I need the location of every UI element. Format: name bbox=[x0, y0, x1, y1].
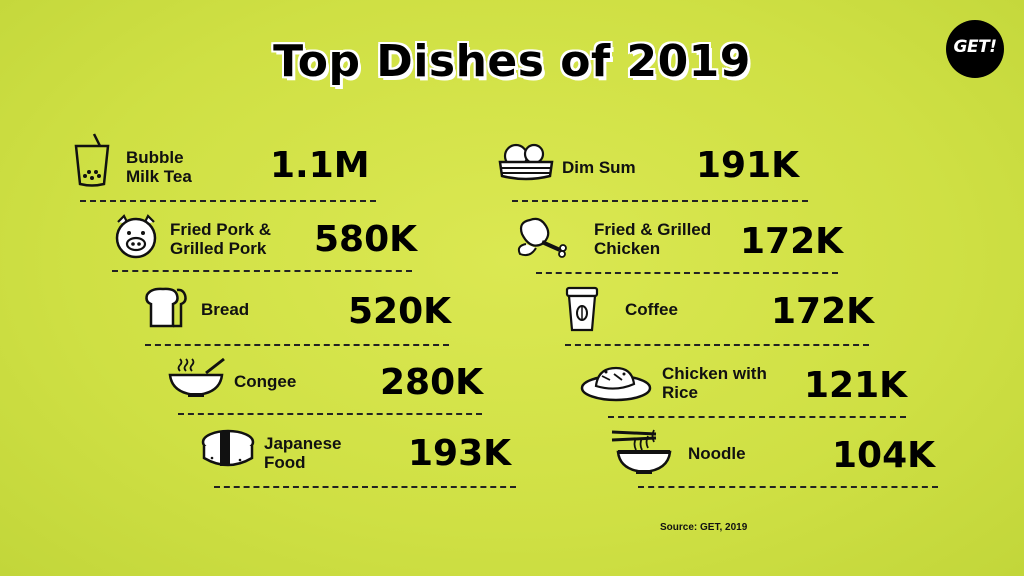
dish-value: 172K bbox=[771, 291, 875, 332]
dotted-divider bbox=[178, 413, 482, 415]
dish-label-line2: Grilled Pork bbox=[170, 239, 267, 258]
dish-item: Congee 280K bbox=[168, 355, 508, 425]
bread-icon bbox=[145, 286, 195, 336]
dish-label-line1: Japanese bbox=[264, 434, 342, 453]
get-logo: GET! bbox=[946, 20, 1004, 78]
dotted-divider bbox=[145, 344, 449, 346]
dish-item: Bubble Milk Tea 1.1M bbox=[72, 132, 412, 202]
dish-label-line1: Dim Sum bbox=[562, 158, 636, 177]
dish-value: 191K bbox=[696, 145, 800, 186]
dish-value: 104K bbox=[832, 435, 936, 476]
dish-value: 121K bbox=[804, 365, 908, 406]
dish-label-line1: Bread bbox=[201, 300, 250, 319]
dish-label-line1: Bubble bbox=[126, 148, 184, 167]
dotted-divider bbox=[112, 270, 412, 272]
dish-item: Noodle 104K bbox=[610, 424, 950, 494]
chicken-drumstick-icon bbox=[516, 214, 567, 264]
dish-item: Dim Sum 191K bbox=[498, 140, 838, 210]
dish-value: 172K bbox=[740, 221, 844, 262]
dish-label-line2: Food bbox=[264, 453, 306, 472]
bubble-tea-icon bbox=[72, 132, 122, 187]
dotted-divider bbox=[80, 200, 376, 202]
dish-item: Japanese Food 193K bbox=[200, 428, 540, 498]
source-note: Source: GET, 2019 bbox=[660, 522, 748, 533]
dotted-divider bbox=[512, 200, 808, 202]
dish-item: Fried Pork & Grilled Pork 580K bbox=[112, 212, 452, 282]
dish-value: 193K bbox=[408, 433, 512, 474]
dotted-divider bbox=[608, 416, 906, 418]
sushi-icon bbox=[200, 428, 255, 478]
dish-item: Bread 520K bbox=[145, 286, 485, 356]
coffee-cup-icon bbox=[565, 286, 615, 336]
dish-label-line2: Milk Tea bbox=[126, 167, 192, 186]
page-title: Top Dishes of 2019 bbox=[273, 36, 751, 87]
dish-value: 580K bbox=[314, 219, 418, 260]
pig-icon bbox=[112, 212, 162, 262]
dotted-divider bbox=[214, 486, 516, 488]
dish-item: Fried & Grilled Chicken 172K bbox=[516, 214, 856, 284]
noodle-bowl-icon bbox=[610, 424, 672, 474]
dish-label-line1: Fried & Grilled bbox=[594, 220, 712, 239]
dotted-divider bbox=[565, 344, 869, 346]
dish-value: 280K bbox=[380, 362, 484, 403]
dish-value: 1.1M bbox=[270, 145, 370, 186]
congee-bowl-icon bbox=[168, 355, 225, 405]
dish-label-line1: Chicken with bbox=[662, 364, 767, 383]
dotted-divider bbox=[536, 272, 838, 274]
chicken-rice-icon bbox=[580, 360, 652, 410]
dish-item: Coffee 172K bbox=[565, 286, 905, 356]
dish-label-line2: Rice bbox=[662, 383, 698, 402]
dish-value: 520K bbox=[348, 291, 452, 332]
dotted-divider bbox=[638, 486, 938, 488]
dish-label-line1: Coffee bbox=[625, 300, 678, 319]
dish-label-line1: Fried Pork & bbox=[170, 220, 272, 239]
logo-text: GET! bbox=[953, 37, 997, 57]
dish-label-line1: Noodle bbox=[688, 444, 746, 463]
dish-label-line1: Congee bbox=[234, 372, 297, 391]
dish-label-line2: Chicken bbox=[594, 239, 661, 258]
dish-item: Chicken with Rice 121K bbox=[580, 360, 920, 430]
dim-sum-icon bbox=[498, 140, 554, 190]
